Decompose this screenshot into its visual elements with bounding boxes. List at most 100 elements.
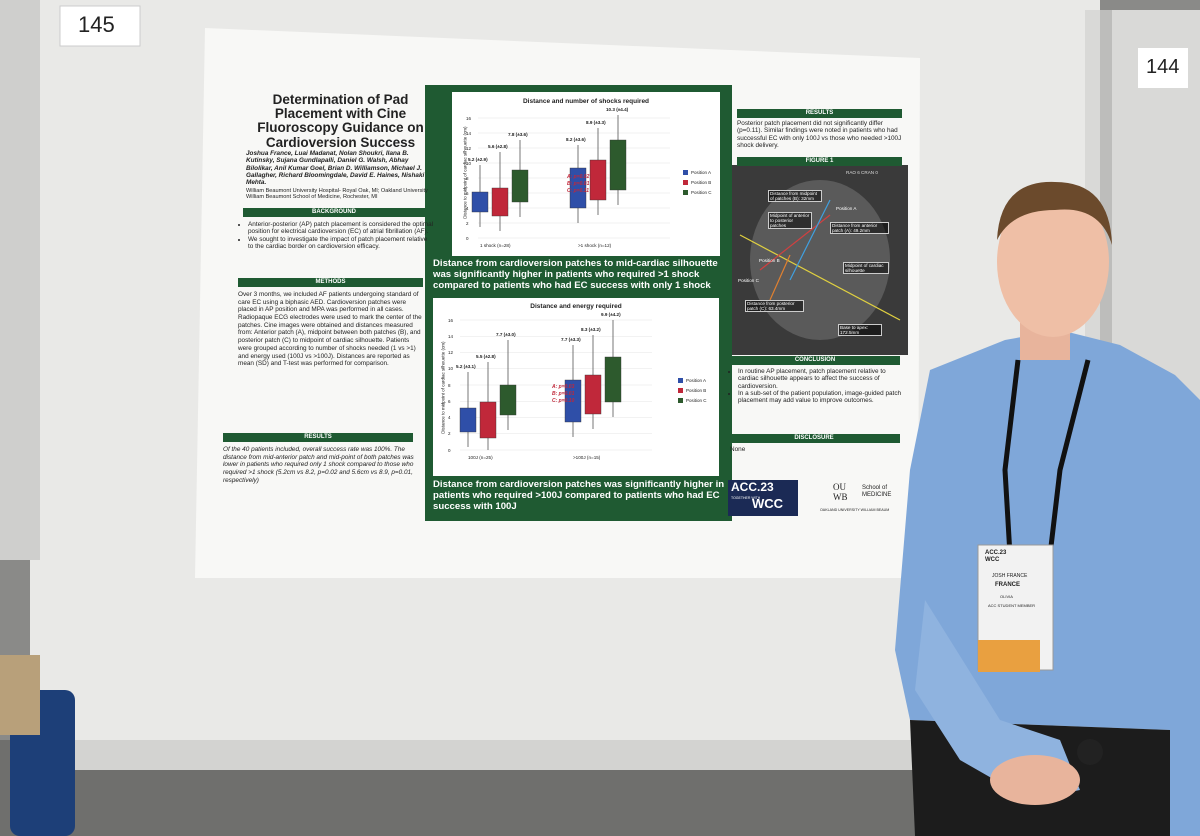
hands	[990, 755, 1080, 805]
methods-text: Over 3 months, we included AF patients u…	[238, 291, 422, 368]
legend-swatch	[683, 180, 688, 185]
legend-swatch	[678, 378, 683, 383]
y-tick-label: 8	[448, 382, 451, 388]
measure-line	[739, 234, 901, 321]
legend-label: Position B	[686, 388, 707, 393]
board-number: 145	[78, 12, 115, 37]
stat-label: A: p=0.03	[552, 384, 575, 390]
stat-label: B: p=0.01	[567, 181, 590, 187]
y-tick-label: 2	[466, 220, 469, 226]
section-heading: METHODS	[238, 278, 423, 287]
y-tick-label: 14	[466, 130, 472, 136]
figure-label: Distance from midpoint of patches (B): 3…	[768, 190, 822, 203]
figure-label: Distance from anterior patch (A): 49.2mm	[830, 222, 889, 235]
y-tick-label: 16	[466, 115, 472, 121]
bullet-list: In routine AP placement, patch placement…	[730, 368, 906, 405]
bag	[0, 655, 40, 735]
stat-label: A: p=0.02	[567, 174, 590, 180]
box-label: 5.2 (±3.1)	[456, 364, 476, 369]
box	[569, 167, 587, 209]
results-text: Of the 40 patients included, overall suc…	[223, 446, 414, 484]
y-tick-label: 14	[448, 333, 454, 339]
y-tick-label: 12	[448, 350, 454, 355]
y-tick-label: 8	[466, 175, 469, 181]
box	[584, 374, 602, 415]
box-plots	[459, 115, 688, 451]
poster-title: Determination of Pad Placement with Cine…	[257, 92, 424, 150]
bullet: Anterior-posterior (AP) patch placement …	[248, 221, 434, 236]
legend-swatch	[678, 398, 683, 403]
badge-text: FRANCE	[995, 582, 1020, 588]
chart-caption: Distance from cardioversion patches to m…	[433, 258, 718, 292]
logo-text: TOGETHER WITH	[731, 496, 761, 500]
figure-label: Midpoint of cardiac silhouette	[843, 262, 889, 275]
badge-text: ACC.23 WCC	[985, 550, 1007, 563]
hair	[997, 181, 1112, 245]
legend-label: Position A	[686, 378, 707, 383]
box-label: 8.3 (±3.2)	[581, 327, 601, 332]
box	[564, 379, 582, 423]
box	[459, 407, 477, 433]
section-heading: BACKGROUND	[243, 208, 425, 217]
bullet-list: Anterior-posterior (AP) patch placement …	[240, 221, 434, 250]
number-card	[1138, 48, 1188, 88]
box-label: 5.5 (±2.8)	[476, 354, 496, 359]
box-label: 8.2 (±3.6)	[566, 137, 586, 142]
box-label: 7.7 (±3.3)	[561, 337, 581, 342]
stat-label: C: p=0.10	[552, 398, 575, 404]
y-tick-label: 12	[466, 145, 472, 151]
bullet: In a sub-set of the patient population, …	[738, 390, 906, 405]
figure-label: Position A	[836, 206, 857, 211]
logo-text: School of MEDICINE	[862, 485, 892, 498]
number-card	[59, 5, 141, 47]
box-label: 9.9 (±4.2)	[601, 312, 621, 317]
box	[609, 139, 627, 191]
logo-text: OAKLAND UNIVERSITY WILLIAM BEAUM	[820, 508, 890, 512]
box	[499, 384, 517, 416]
measure-line	[789, 199, 831, 281]
results-text: Posterior patch placement did not signif…	[737, 120, 902, 150]
section-heading: RESULTS	[737, 109, 902, 118]
stat-label: C: p=0.11	[567, 188, 589, 194]
legend-label: Position A	[691, 170, 712, 175]
authors: Joshua France, Luai Madanat, Nolan Shouk…	[246, 150, 425, 187]
box	[479, 401, 497, 439]
watch	[1077, 739, 1103, 765]
box-label: 5.6 (±2.8)	[488, 144, 508, 149]
figure-label: Midpoint of anterior to posterior patche…	[768, 212, 812, 230]
y-tick-label: 2	[448, 431, 451, 437]
y-tick-label: 0	[448, 447, 451, 453]
section-heading: RESULTS	[223, 433, 413, 442]
y-tick-label: 6	[448, 398, 451, 404]
x-tick-label: 1 shock (n=28)	[480, 243, 511, 248]
logo-text: OU WB	[833, 482, 848, 503]
figure-label: Position B	[759, 258, 780, 263]
y-tick-label: 6	[466, 190, 469, 196]
lanyard	[1002, 359, 1021, 556]
box	[491, 187, 509, 217]
y-tick-label: 4	[466, 205, 469, 211]
figure-label: Distance from posterior patch (C): 63.4m…	[745, 300, 804, 313]
y-tick-label: 10	[466, 160, 472, 166]
badge-text: OLIVIA	[1000, 594, 1013, 599]
y-tick-label: 10	[448, 366, 454, 372]
box-label: 8.9 (±3.3)	[586, 120, 606, 125]
logo-text: WCC	[752, 496, 784, 511]
y-axis-title: Distance to midpoint of cardiac silhouet…	[462, 126, 468, 219]
badge-ribbon	[978, 640, 1040, 672]
section-heading: CONCLUSION	[730, 356, 900, 365]
chart-title: Distance and number of shocks required	[522, 98, 650, 105]
bullet: In routine AP placement, patch placement…	[738, 368, 906, 390]
badge-text: ACC STUDENT MEMBER	[988, 603, 1036, 608]
x-tick-label: >100J (n=15)	[573, 455, 601, 460]
figure-label: RAO 6 CRAN 0	[846, 170, 878, 175]
legend-swatch	[683, 190, 688, 195]
disclosure-text: None	[730, 446, 746, 453]
face	[997, 187, 1109, 337]
box	[589, 159, 607, 201]
box	[604, 356, 622, 403]
logo-text: ACC.23	[731, 480, 774, 494]
affiliation: William Beaumont University Hospital- Ro…	[246, 188, 428, 201]
legend-swatch	[678, 388, 683, 393]
